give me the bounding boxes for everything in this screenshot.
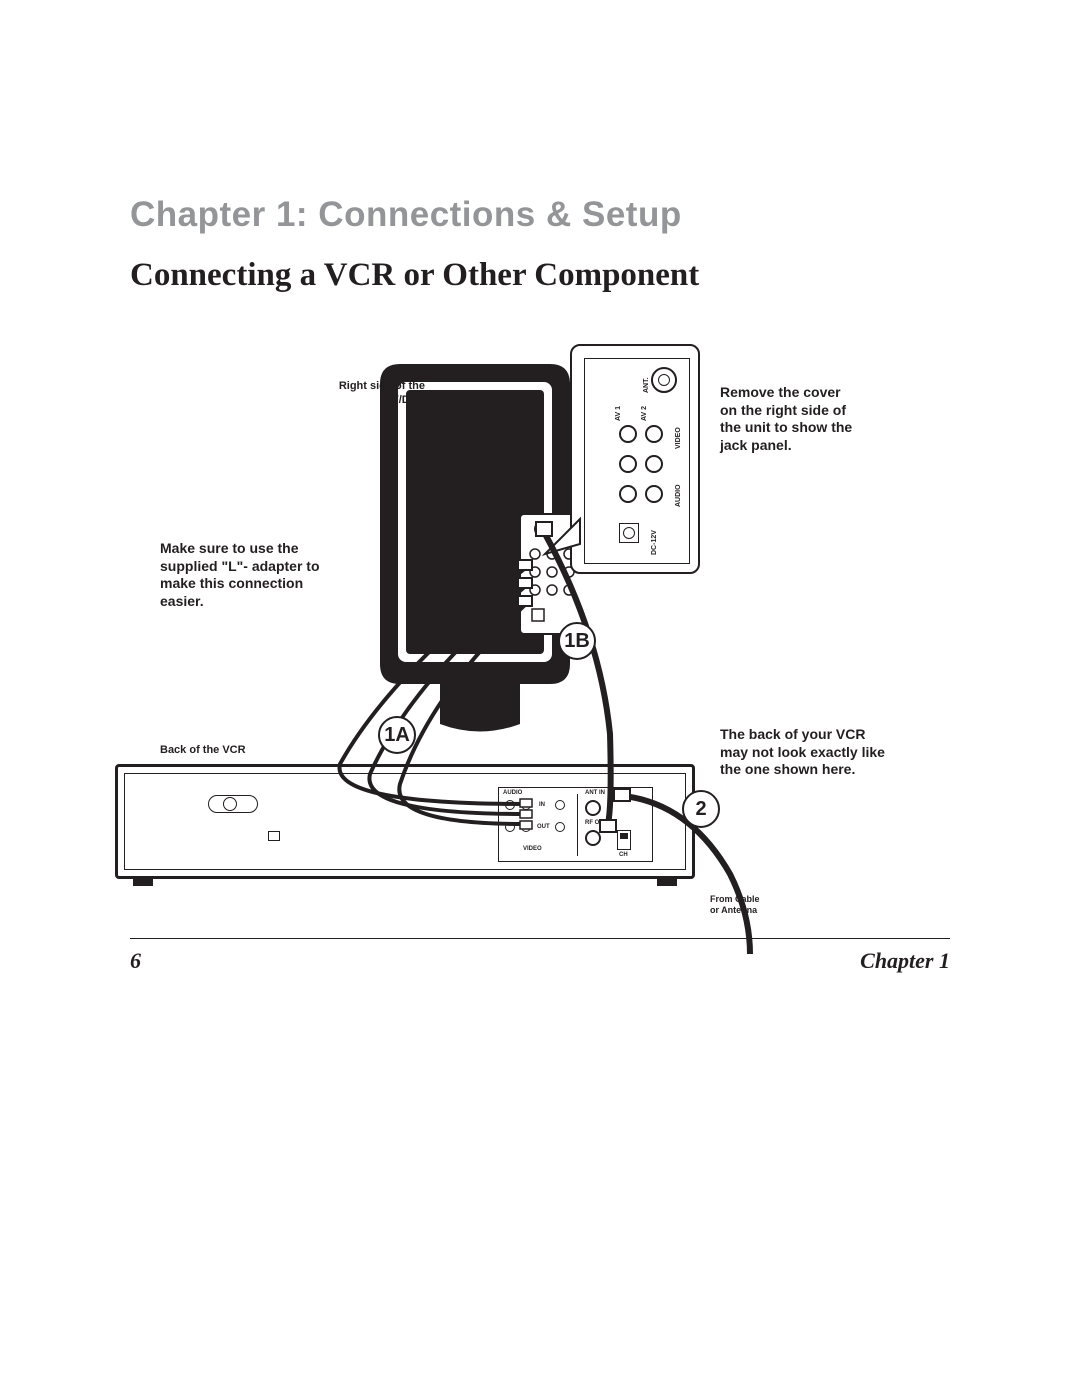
step-1a-marker: 1A [378, 716, 416, 754]
vcr-back-label: Back of the VCR [160, 744, 246, 758]
section-title: Connecting a VCR or Other Component [130, 257, 950, 294]
connection-diagram: ANT. AV 1 AV 2 VIDEO AUDIO DC-12V [130, 334, 950, 954]
from-cable-label: From Cable or Antenna [710, 894, 760, 916]
vcr-appearance-note: The back of your VCR may not look exactl… [720, 726, 890, 779]
page-number: 6 [130, 948, 141, 974]
step-1b-marker: 1B [558, 622, 596, 660]
page-content: Chapter 1: Connections & Setup Connectin… [130, 195, 950, 954]
tv-side-label: Right side of the TV/DVD [315, 380, 425, 408]
step-2-label: 2 [695, 798, 706, 821]
remove-cover-note: Remove the cover on the right side of th… [720, 384, 860, 454]
page-footer: 6 Chapter 1 [130, 948, 950, 974]
step-1a-label: 1A [384, 724, 410, 747]
chapter-title: Chapter 1: Connections & Setup [130, 195, 950, 235]
chapter-reference: Chapter 1 [860, 948, 950, 974]
step-2-marker: 2 [682, 790, 720, 828]
step-1b-label: 1B [564, 630, 590, 653]
l-adapter-note: Make sure to use the supplied "L"- adapt… [160, 540, 320, 610]
footer-rule [130, 938, 950, 939]
